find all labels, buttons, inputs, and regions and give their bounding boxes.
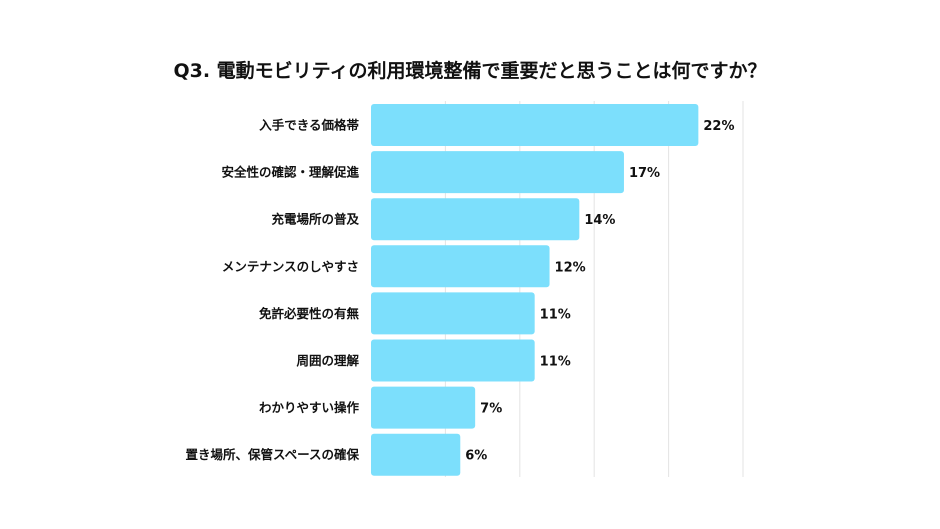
data-label: 12% — [555, 260, 586, 275]
chart-title: Q3. 電動モビリティの利用環境整備で重要だと思うことは何ですか？ — [173, 60, 767, 82]
data-label: 17% — [629, 166, 660, 181]
category-label: わかりやすい操作 — [259, 400, 360, 415]
category-label: 置き場所、保管スペースの確保 — [185, 447, 359, 462]
bar — [371, 386, 476, 429]
category-label: 入手できる価格帯 — [259, 118, 359, 133]
bar — [371, 339, 535, 382]
category-label: 周囲の理解 — [296, 353, 359, 368]
bar — [371, 198, 580, 241]
bar — [371, 433, 461, 476]
data-label: 11% — [540, 355, 571, 370]
bar — [371, 292, 535, 335]
bar — [371, 104, 699, 146]
bar — [371, 245, 550, 288]
data-label: 22% — [703, 119, 734, 134]
bar — [371, 151, 624, 194]
data-label: 6% — [465, 449, 487, 464]
category-label: 免許必要性の有無 — [259, 306, 360, 321]
data-label: 7% — [480, 402, 502, 417]
category-label: メンテナンスのしやすさ — [222, 259, 359, 274]
category-label: 安全性の確認・理解促進 — [221, 165, 359, 180]
data-label: 14% — [584, 213, 615, 228]
data-label: 11% — [540, 307, 571, 322]
category-label: 充電場所の普及 — [271, 212, 359, 227]
